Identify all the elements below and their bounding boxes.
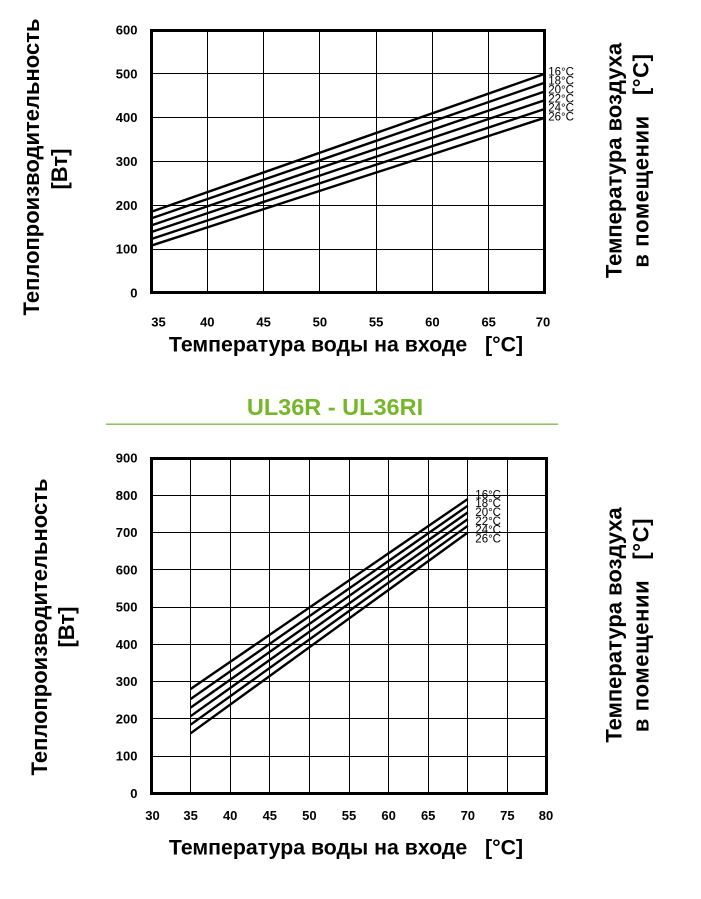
svg-text:500: 500	[116, 66, 138, 81]
svg-text:50: 50	[313, 315, 327, 330]
svg-text:75: 75	[500, 808, 514, 823]
svg-text:Температура воздуха: Температура воздуха	[602, 507, 627, 743]
svg-text:40: 40	[200, 315, 214, 330]
svg-text:700: 700	[116, 525, 138, 540]
svg-text:Теплопроизводительность: Теплопроизводительность	[19, 19, 44, 316]
svg-text:16°C: 16°C	[548, 66, 574, 78]
svg-text:18°C: 18°C	[548, 75, 574, 87]
svg-text:22°C: 22°C	[475, 516, 501, 528]
svg-text:в помещении [°C]: в помещении [°C]	[629, 53, 654, 267]
svg-text:300: 300	[116, 154, 138, 169]
svg-text:55: 55	[369, 315, 383, 330]
svg-text:40: 40	[223, 808, 237, 823]
svg-text:35: 35	[151, 315, 165, 330]
svg-text:800: 800	[116, 488, 138, 503]
svg-text:22°C: 22°C	[548, 94, 574, 106]
svg-text:600: 600	[116, 23, 138, 38]
svg-text:30: 30	[145, 808, 159, 823]
svg-text:24°C: 24°C	[475, 525, 501, 537]
svg-text:55: 55	[342, 808, 356, 823]
svg-text:45: 45	[256, 315, 270, 330]
svg-text:200: 200	[116, 711, 138, 726]
svg-text:500: 500	[116, 600, 138, 615]
svg-text:80: 80	[539, 808, 553, 823]
svg-text:65: 65	[481, 315, 495, 330]
svg-text:600: 600	[116, 562, 138, 577]
svg-text:300: 300	[116, 674, 138, 689]
svg-text:20°C: 20°C	[548, 84, 574, 96]
svg-text:400: 400	[116, 637, 138, 652]
svg-text:[Вт]: [Вт]	[54, 606, 79, 647]
svg-text:18°C: 18°C	[475, 498, 501, 510]
svg-text:70: 70	[536, 315, 550, 330]
svg-text:26°C: 26°C	[475, 534, 501, 546]
svg-text:45: 45	[263, 808, 277, 823]
svg-text:50: 50	[302, 808, 316, 823]
svg-text:Температура воды на входе [°: Температура воды на входе [°C]	[169, 333, 523, 357]
svg-text:35: 35	[183, 808, 197, 823]
svg-text:24°C: 24°C	[548, 103, 574, 115]
svg-text:26°C: 26°C	[548, 112, 574, 124]
svg-text:0: 0	[130, 286, 137, 301]
svg-text:900: 900	[116, 451, 138, 466]
svg-text:0: 0	[130, 786, 137, 801]
svg-text:в помещении [°C]: в помещении [°C]	[629, 518, 654, 732]
svg-text:400: 400	[116, 110, 138, 125]
svg-text:60: 60	[381, 808, 395, 823]
svg-text:100: 100	[116, 242, 138, 257]
svg-text:[Вт]: [Вт]	[47, 148, 72, 189]
svg-text:Теплопроизводительность: Теплопроизводительность	[27, 479, 52, 776]
svg-text:Температура воздуха: Температура воздуха	[602, 42, 627, 278]
svg-text:70: 70	[461, 808, 475, 823]
svg-text:65: 65	[421, 808, 435, 823]
svg-text:200: 200	[116, 198, 138, 213]
svg-text:100: 100	[116, 749, 138, 764]
svg-text:60: 60	[425, 315, 439, 330]
svg-text:16°C: 16°C	[475, 489, 501, 501]
svg-text:UL36R - UL36RI: UL36R - UL36RI	[247, 394, 423, 420]
svg-text:Температура воды на входе [°: Температура воды на входе [°C]	[169, 836, 523, 860]
svg-text:20°C: 20°C	[475, 507, 501, 519]
